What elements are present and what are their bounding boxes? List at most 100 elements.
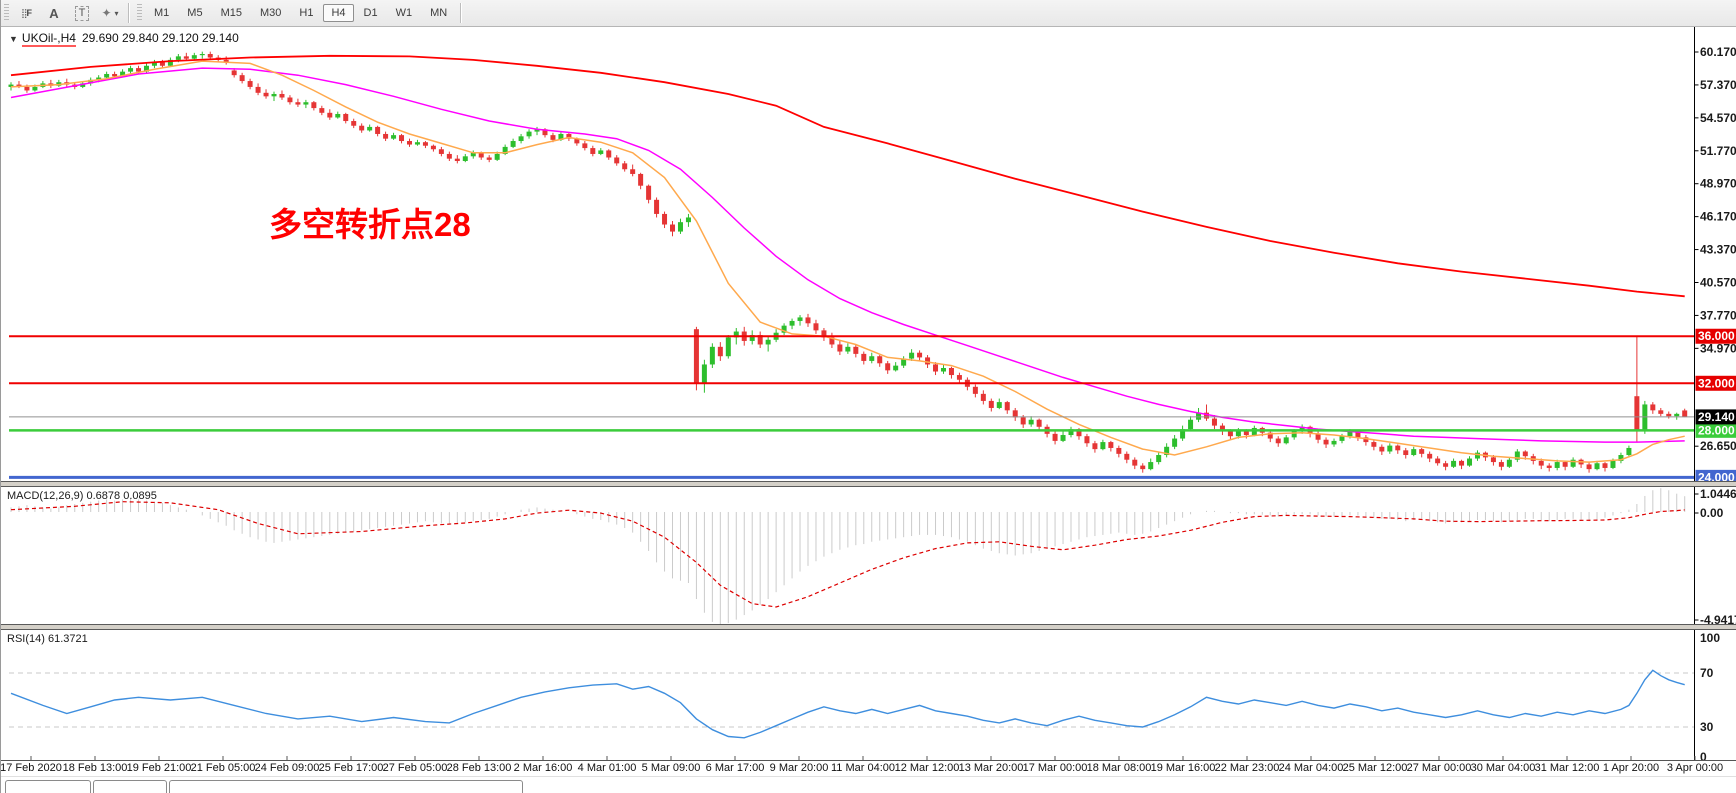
annotation-text: 多空转折点28: [269, 206, 471, 243]
time-axis-label: 27 Mar 00:00: [1406, 762, 1472, 774]
rsi-panel: 100 70 30 0 RSI(14) 61.3721: [1, 630, 1736, 760]
arrow-style-icon[interactable]: ✦ ▾: [101, 6, 119, 20]
time-axis-label: 31 Mar 12:00: [1534, 762, 1600, 774]
rsi-axis-label: 30: [1700, 720, 1714, 734]
ma-slow-red-line: [10, 54, 1685, 298]
timeframe-button-w1[interactable]: W1: [395, 7, 413, 19]
timeframe-button-m30[interactable]: M30: [259, 7, 282, 19]
chart-tab-3[interactable]: [169, 780, 523, 793]
price-axis-label: 34.970: [1700, 341, 1736, 355]
time-axis-label: 1 Apr 20:00: [1602, 762, 1660, 774]
svg-text:36.000: 36.000: [1698, 329, 1735, 343]
time-axis-label: 3 Apr 00:00: [1666, 762, 1724, 774]
time-axis-label: 19 Feb 21:00: [126, 762, 192, 774]
time-axis-label: 17 Mar 00:00: [1022, 762, 1088, 774]
price-axis-label: 54.570: [1700, 111, 1736, 125]
macd-signal-value: 0.0895: [123, 490, 157, 502]
macd-plot[interactable]: 1.0446 0.00 -4.9417: [1, 487, 1736, 624]
ma-mid-magenta-line: [10, 67, 1685, 443]
ohlc-values: 29.690 29.840 29.120 29.140: [81, 31, 239, 45]
macd-signal-line: [10, 501, 1685, 608]
timeframe-button-m1[interactable]: M1: [154, 7, 170, 19]
toolbar-separator: [128, 3, 130, 23]
text-label-icon[interactable]: A: [49, 5, 59, 21]
rsi-axis-label: 0: [1700, 750, 1707, 760]
symbol-dropdown-icon[interactable]: ▼: [9, 34, 18, 44]
price-axis-label: 43.370: [1700, 243, 1736, 257]
chart-tab-2[interactable]: [93, 780, 167, 793]
time-axis[interactable]: 17 Feb 2020 18 Feb 13:00 19 Feb 21:00 21 Fe…: [1, 760, 1736, 776]
price-axis-label: 37.770: [1700, 308, 1736, 322]
rsi-line: [10, 669, 1685, 739]
svg-text:24.000: 24.000: [1698, 470, 1735, 481]
ma-fast-orange-line: [10, 60, 1685, 463]
price-axis-label: 46.170: [1700, 210, 1736, 224]
timeframe-drag-handle[interactable]: [137, 4, 142, 22]
toolbar-separator-2: [460, 3, 463, 23]
time-axis-label: 27 Feb 05:00: [382, 762, 448, 774]
price-badge-32.000: [1695, 375, 1736, 391]
timeframe-button-h4[interactable]: H4: [323, 4, 354, 22]
svg-text:28.000: 28.000: [1698, 423, 1735, 437]
current-price-badge: [1695, 409, 1736, 425]
chart-tab-1[interactable]: [5, 780, 91, 793]
price-axis-label: 26.650: [1700, 439, 1736, 453]
time-axis-label: 24 Feb 09:00: [254, 762, 320, 774]
timeframe-button-h1[interactable]: H1: [299, 7, 314, 19]
text-box-icon[interactable]: T: [69, 2, 95, 24]
time-axis-label: 5 Mar 09:00: [641, 762, 701, 774]
candlestick-series: [8, 51, 1688, 473]
timeframe-button-m5[interactable]: M5: [187, 7, 203, 19]
panel-divider[interactable]: [1, 481, 1736, 487]
time-axis-label: 24 Mar 04:00: [1278, 762, 1344, 774]
time-axis-label: 18 Mar 08:00: [1086, 762, 1152, 774]
indicator-grid-icon[interactable]: ⣿F: [20, 7, 32, 18]
time-axis-label: 19 Mar 16:00: [1150, 762, 1216, 774]
timeframe-button-m15[interactable]: M15: [220, 7, 242, 19]
timeframe-buttons-group: M1 M5 M15 M30 H1 H4 D1 W1 MN: [145, 4, 456, 22]
time-axis-label: 9 Mar 20:00: [769, 762, 829, 774]
macd-panel: 1.0446 0.00 -4.9417 MACD(12,26,9) 0.6878 0…: [1, 487, 1736, 624]
candlestick-chart[interactable]: 36.000 32.000 28.000 24.000 29.140 60.170 57.3…: [1, 27, 1736, 481]
macd-axis-label: -4.9417: [1700, 613, 1736, 624]
time-axis-label: 22 Mar 23:00: [1214, 762, 1280, 774]
price-axis-label: 48.970: [1700, 177, 1736, 191]
period-label: H4: [60, 31, 76, 47]
panel-divider-2[interactable]: [1, 624, 1736, 630]
price-badge-24.000: [1695, 469, 1736, 481]
drawing-tools-group: ⣿F A T ✦ ▾: [12, 2, 124, 24]
time-axis-label: 17 Feb 2020: [1, 762, 62, 774]
price-badge-36.000: [1695, 328, 1736, 344]
rsi-axis-label: 70: [1700, 666, 1714, 680]
time-axis-label: 6 Mar 17:00: [705, 762, 765, 774]
time-axis-label: 11 Mar 04:00: [830, 762, 896, 774]
svg-text:29.140: 29.140: [1698, 410, 1735, 424]
rsi-label: RSI(14) 61.3721: [7, 633, 88, 645]
chart-tabs-strip: [1, 776, 1736, 793]
price-badge-28.000: [1695, 422, 1736, 438]
svg-text:32.000: 32.000: [1698, 376, 1735, 390]
macd-main-value: 0.6878: [86, 490, 121, 502]
timeframe-button-mn[interactable]: MN: [430, 7, 448, 19]
symbol-label: UKOil-,: [21, 31, 61, 47]
toolbar-drag-handle[interactable]: [4, 4, 9, 22]
time-axis-label: 4 Mar 01:00: [577, 762, 637, 774]
time-axis-label: 28 Feb 13:00: [446, 762, 512, 774]
timeframe-button-d1[interactable]: D1: [363, 7, 378, 19]
rsi-plot[interactable]: 100 70 30 0: [1, 630, 1736, 760]
chart-toolbar: ⣿F A T ✦ ▾ M1 M5 M15 M30 H1 H4 D1 W1 MN: [1, 0, 1736, 27]
time-axis-label: 21 Feb 05:00: [190, 762, 256, 774]
rsi-axis-label: 100: [1700, 631, 1720, 645]
time-axis-label: 2 Mar 16:00: [513, 762, 573, 774]
macd-axis-label: 1.0446: [1700, 487, 1736, 501]
macd-histogram: [10, 488, 1686, 624]
time-axis-label: 25 Feb 17:00: [318, 762, 384, 774]
time-axis-label: 13 Mar 20:00: [958, 762, 1024, 774]
price-axis-label: 57.370: [1700, 78, 1736, 92]
time-axis-label: 12 Mar 12:00: [894, 762, 960, 774]
price-axis-label: 60.170: [1700, 45, 1736, 59]
price-chart-panel: 36.000 32.000 28.000 24.000 29.140 60.170 57.3…: [1, 27, 1736, 481]
time-axis-label: 18 Feb 13:00: [62, 762, 128, 774]
price-axis-label: 40.570: [1700, 275, 1736, 289]
